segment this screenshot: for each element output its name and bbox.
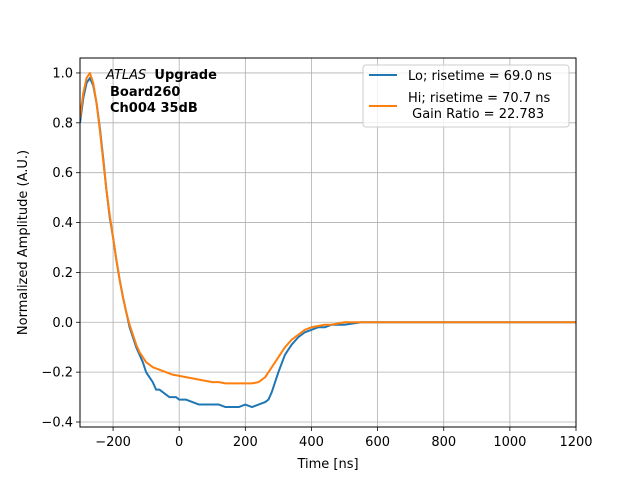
x-tick-label: 400 [299,435,324,450]
plot-area [80,71,576,409]
y-tick-label: −0.4 [41,416,73,431]
axis-ticks: −200 0 200 400 600 800 1000 1200 −0.4 −0.2 0.0 0.2 0… [41,66,592,450]
y-tick-label: 0.6 [52,166,73,181]
annotation-upgrade: Upgrade [154,68,217,83]
x-tick-label: 1000 [493,435,526,450]
y-tick-label: 0.4 [52,216,73,231]
series-line-hi [80,71,576,385]
annotation-channel: Ch004 35dB [110,101,198,116]
annotation-line1: ATLAS Upgrade [105,68,217,83]
x-tick-label: 1200 [559,435,592,450]
y-tick-label: 0.2 [52,266,73,281]
legend-box [362,64,570,128]
y-axis-label: Normalized Amplitude (A.U.) [16,150,31,335]
y-tick-label: 0.0 [52,316,73,331]
x-tick-label: 200 [233,435,258,450]
atlas-annotation: ATLAS Upgrade Board260 Ch004 35dB [105,68,217,116]
x-tick-label: −200 [95,435,131,450]
plot-frame [79,57,577,428]
x-tick-label: 600 [365,435,390,450]
y-tick-label: 1.0 [52,66,73,81]
y-tick-label: −0.2 [41,366,73,381]
x-tick-label: 0 [175,435,183,450]
legend-label-hi: Hi; risetime = 70.7 ns Gain Ratio = 22.7… [408,91,550,122]
legend: Lo; risetime = 69.0 ns Hi; risetime = 70… [362,64,570,128]
x-tick-label: 800 [431,435,456,450]
x-axis-label: Time [ns] [296,457,358,472]
annotation-atlas: ATLAS [105,68,146,83]
legend-label-lo: Lo; risetime = 69.0 ns [408,69,552,84]
annotation-board: Board260 [110,85,180,100]
y-tick-label: 0.8 [52,116,73,131]
